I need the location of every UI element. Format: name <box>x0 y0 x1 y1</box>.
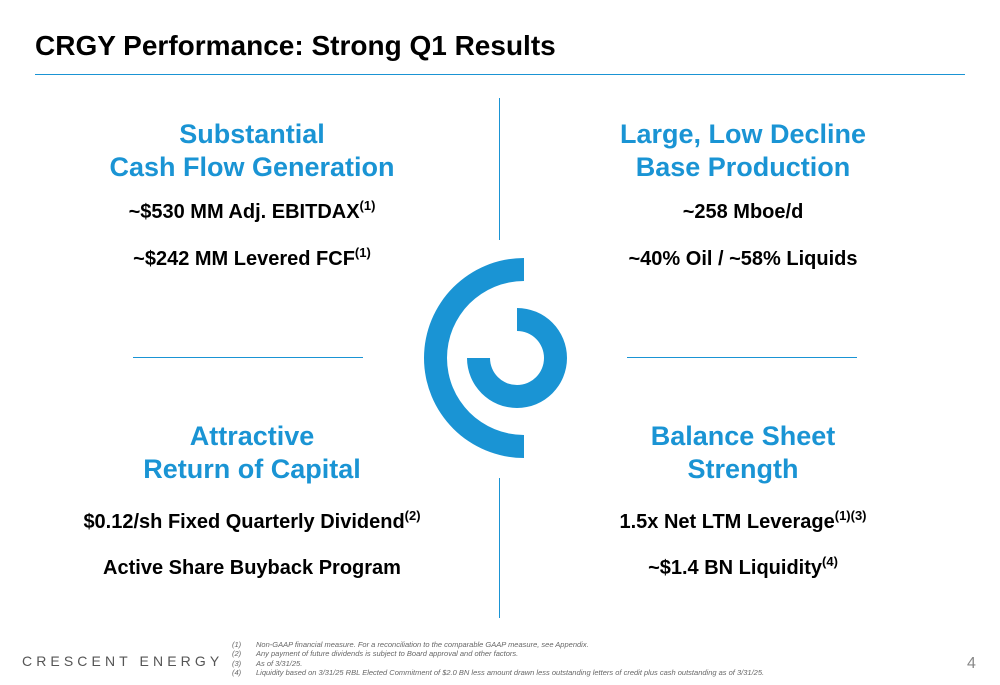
heading-line-2: Base Production <box>635 152 851 182</box>
metric-line: $0.12/sh Fixed Quarterly Dividend(2) <box>83 508 421 533</box>
metric-line: ~40% Oil / ~58% Liquids <box>628 248 858 270</box>
footnote: (2) Any payment of future dividends is su… <box>232 649 519 659</box>
quadrant-heading: Substantial Cash Flow Generation <box>32 118 472 184</box>
metric-line: ~$242 MM Levered FCF(1) <box>133 245 371 270</box>
quadrant-heading: Balance Sheet Strength <box>523 420 963 486</box>
footnote-ref: (1) <box>354 245 371 260</box>
footnote: (3) As of 3/31/25. <box>232 658 303 668</box>
crescent-logo-icon <box>424 258 567 458</box>
quadrant-production: Large, Low Decline Base Production ~258 … <box>523 118 963 271</box>
vertical-divider-bottom <box>499 478 500 618</box>
heading-line-1: Attractive <box>189 421 315 451</box>
footnote: (1) Non-GAAP financial measure. For a rec… <box>232 640 589 649</box>
quadrant-return-of-capital: Attractive Return of Capital $0.12/sh Fi… <box>32 420 472 580</box>
quadrant-balance-sheet: Balance Sheet Strength 1.5x Net LTM Leve… <box>523 420 963 580</box>
vertical-divider-top <box>499 98 500 240</box>
heading-line-1: Substantial <box>179 119 325 149</box>
footnote-ref: (2) <box>404 508 421 523</box>
heading-line-2: Cash Flow Generation <box>109 152 395 182</box>
heading-line-2: Strength <box>687 454 799 484</box>
logo-outer-arc <box>424 258 524 458</box>
metric-line: ~$530 MM Adj. EBITDAX(1) <box>128 198 376 223</box>
metric-line: 1.5x Net LTM Leverage(1)(3) <box>619 508 867 533</box>
metric-line: ~$1.4 BN Liquidity(4) <box>648 554 838 579</box>
heading-line-2: Return of Capital <box>143 454 361 484</box>
quadrant-heading: Large, Low Decline Base Production <box>523 118 963 184</box>
quadrant-cash-flow: Substantial Cash Flow Generation ~$530 M… <box>32 118 472 271</box>
slide-title: CRGY Performance: Strong Q1 Results <box>35 30 556 61</box>
metric-line: ~258 Mboe/d <box>682 201 804 223</box>
logo-inner-arc <box>467 308 567 408</box>
brand-wordmark: CRESCENT ENERGY <box>22 653 224 669</box>
heading-line-1: Large, Low Decline <box>619 119 867 149</box>
footnotes: (1) Non-GAAP financial measure. For a rec… <box>232 640 764 678</box>
title-divider <box>35 74 965 75</box>
horizontal-divider-right <box>627 357 857 358</box>
heading-line-1: Balance Sheet <box>650 421 836 451</box>
footnote: (4) Liquidity based on 3/31/25 RBL Electe… <box>232 668 765 678</box>
page-number: 4 <box>967 655 976 672</box>
footnote-ref: (1) <box>359 198 376 213</box>
footnote-ref: (1)(3) <box>834 508 867 523</box>
horizontal-divider-left <box>133 357 363 358</box>
footnote-ref: (4) <box>822 554 838 569</box>
quadrant-heading: Attractive Return of Capital <box>32 420 472 486</box>
metric-line: Active Share Buyback Program <box>103 557 401 579</box>
